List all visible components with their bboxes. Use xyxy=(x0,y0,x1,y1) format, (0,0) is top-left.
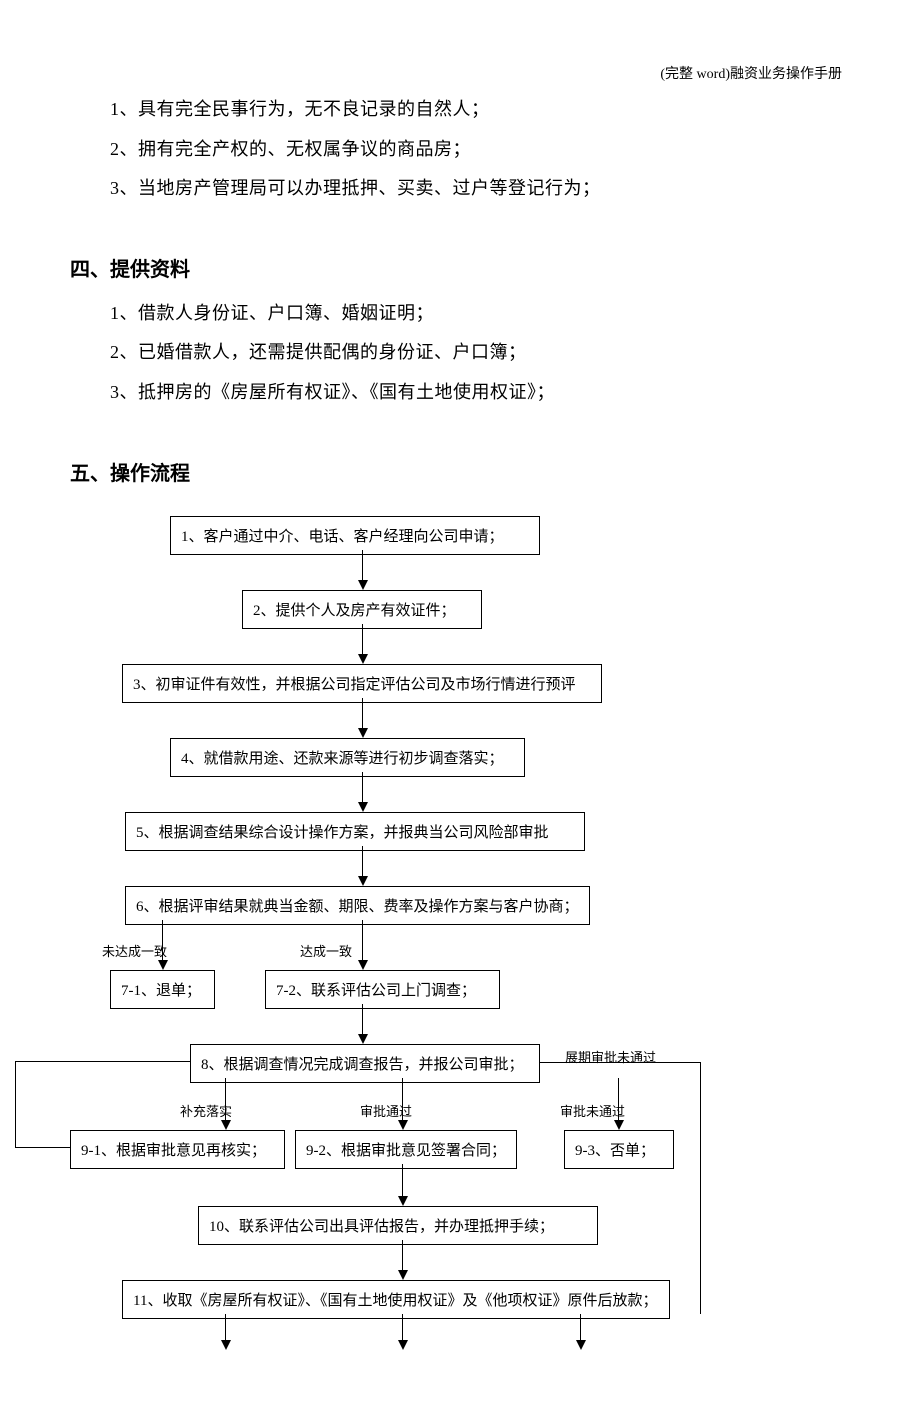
label-agreed: 达成一致 xyxy=(300,941,352,960)
arrow-line xyxy=(15,1061,190,1062)
document-page: (完整 word)融资业务操作手册 1、具有完全民事行为，无不良记录的自然人； … xyxy=(0,0,920,1416)
arrow-line xyxy=(362,624,363,656)
arrow-line xyxy=(15,1147,70,1148)
list-item: 3、当地房产管理局可以办理抵押、买卖、过户等登记行为； xyxy=(110,169,850,209)
list-item: 1、借款人身份证、户口簿、婚姻证明； xyxy=(110,294,850,334)
arrow-head-icon xyxy=(221,1340,231,1350)
arrow-head-icon xyxy=(358,580,368,590)
list-item: 3、抵押房的《房屋所有权证》、《国有土地使用权证》； xyxy=(110,373,850,413)
arrow-head-icon xyxy=(614,1120,624,1130)
section-4-list: 1、借款人身份证、户口簿、婚姻证明； 2、已婚借款人，还需提供配偶的身份证、户口… xyxy=(110,294,850,413)
label-not-agreed: 未达成一致 xyxy=(102,941,167,960)
arrow-line xyxy=(670,1062,700,1063)
arrow-head-icon xyxy=(398,1340,408,1350)
arrow-line xyxy=(700,1062,701,1314)
arrow-line xyxy=(362,846,363,878)
flow-box-10: 10、联系评估公司出具评估报告，并办理抵押手续； xyxy=(198,1206,598,1245)
section-5-title: 五、操作流程 xyxy=(70,457,850,486)
flow-box-9-1: 9-1、根据审批意见再核实； xyxy=(70,1130,285,1169)
arrow-head-icon xyxy=(158,960,168,970)
arrow-line xyxy=(225,1314,226,1342)
flow-box-5: 5、根据调查结果综合设计操作方案，并报典当公司风险部审批 xyxy=(125,812,585,851)
flow-box-6: 6、根据评审结果就典当金额、期限、费率及操作方案与客户协商； xyxy=(125,886,590,925)
flow-box-9-2: 9-2、根据审批意见签署合同； xyxy=(295,1130,517,1169)
arrow-line xyxy=(362,698,363,730)
arrow-head-icon xyxy=(398,1196,408,1206)
arrow-line xyxy=(362,772,363,804)
flow-box-7-1: 7-1、退单； xyxy=(110,970,215,1009)
label-rejected: 审批未通过 xyxy=(560,1101,625,1120)
list-item: 2、已婚借款人，还需提供配偶的身份证、户口簿； xyxy=(110,333,850,373)
arrow-line xyxy=(15,1061,16,1147)
arrow-line xyxy=(540,1062,670,1063)
arrow-line xyxy=(402,1240,403,1272)
arrow-head-icon xyxy=(358,1034,368,1044)
arrow-line xyxy=(402,1164,403,1198)
arrow-line xyxy=(225,1078,226,1122)
arrow-head-icon xyxy=(358,802,368,812)
arrow-line xyxy=(402,1078,403,1122)
arrow-head-icon xyxy=(398,1120,408,1130)
list-item: 2、拥有完全产权的、无权属争议的商品房； xyxy=(110,130,850,170)
arrow-head-icon xyxy=(221,1120,231,1130)
label-extension-rejected: 展期审批未通过 xyxy=(565,1047,656,1066)
arrow-line xyxy=(362,550,363,582)
arrow-head-icon xyxy=(358,654,368,664)
flow-box-4: 4、就借款用途、还款来源等进行初步调查落实； xyxy=(170,738,525,777)
arrow-head-icon xyxy=(576,1340,586,1350)
arrow-line xyxy=(362,1004,363,1036)
arrow-line xyxy=(162,920,163,962)
section-4-title: 四、提供资料 xyxy=(70,253,850,282)
process-flowchart: 1、客户通过中介、电话、客户经理向公司申请； 2、提供个人及房产有效证件； 3、… xyxy=(70,516,850,1376)
header-note: (完整 word)融资业务操作手册 xyxy=(660,63,842,83)
arrow-line xyxy=(362,920,363,962)
arrow-head-icon xyxy=(358,960,368,970)
label-approved: 审批通过 xyxy=(360,1101,412,1120)
flow-box-9-3: 9-3、否单； xyxy=(564,1130,674,1169)
arrow-line xyxy=(402,1314,403,1342)
list-item: 1、具有完全民事行为，无不良记录的自然人； xyxy=(110,90,850,130)
arrow-line xyxy=(618,1078,619,1122)
flow-box-11: 11、收取《房屋所有权证》、《国有土地使用权证》及《他项权证》原件后放款； xyxy=(122,1280,670,1319)
arrow-head-icon xyxy=(398,1270,408,1280)
flow-box-1: 1、客户通过中介、电话、客户经理向公司申请； xyxy=(170,516,540,555)
arrow-head-icon xyxy=(358,728,368,738)
section-3-list: 1、具有完全民事行为，无不良记录的自然人； 2、拥有完全产权的、无权属争议的商品… xyxy=(110,90,850,209)
flow-box-7-2: 7-2、联系评估公司上门调查； xyxy=(265,970,500,1009)
arrow-line xyxy=(580,1314,581,1342)
flow-box-8: 8、根据调查情况完成调查报告，并报公司审批； xyxy=(190,1044,540,1083)
arrow-head-icon xyxy=(358,876,368,886)
